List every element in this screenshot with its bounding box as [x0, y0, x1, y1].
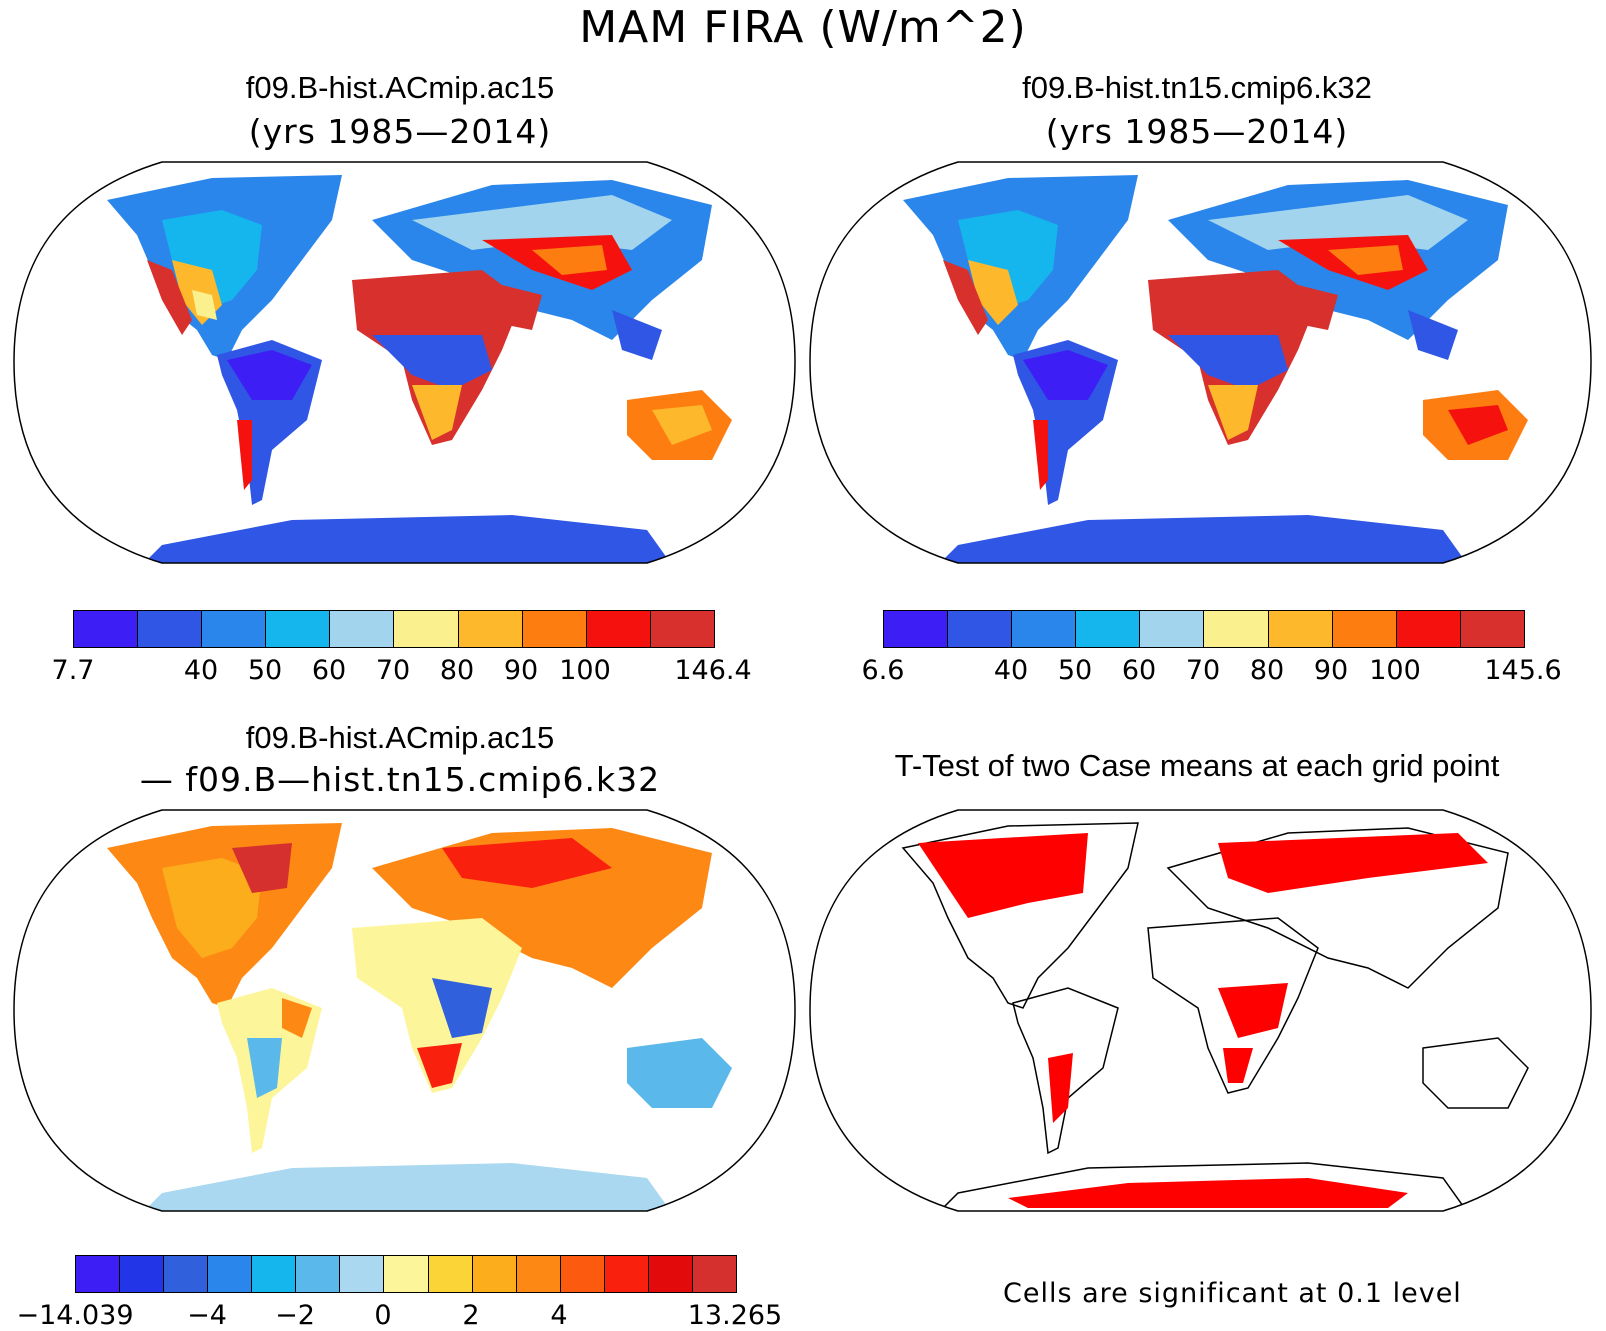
panel-2-subtitle: (yrs 1985—2014) — [1045, 112, 1349, 151]
figure-title: MAM FIRA (W/m^2) — [579, 2, 1027, 53]
panel-4-title: T-Test of two Case means at each grid po… — [894, 748, 1500, 783]
colorbar-tick-label: 90 — [503, 655, 539, 686]
colorbar-case2 — [883, 610, 1525, 648]
colorbar-tick-label: 100 — [1369, 655, 1421, 686]
colorbar-box — [164, 1256, 209, 1292]
colorbar-tick-label: 40 — [183, 655, 219, 686]
colorbar-box — [516, 1256, 561, 1292]
colorbar-box — [330, 611, 395, 647]
colorbar-box — [74, 611, 139, 647]
colorbar-tick-label: 60 — [311, 655, 347, 686]
colorbar-box — [1012, 611, 1077, 647]
colorbar-tick-label: 50 — [1057, 655, 1093, 686]
colorbar-tick-label: −14.039 — [16, 1300, 134, 1331]
colorbar-box — [1204, 611, 1269, 647]
map-case1 — [13, 161, 796, 564]
colorbar-difference — [75, 1255, 737, 1293]
map-difference — [13, 809, 796, 1212]
colorbar-box — [586, 611, 651, 647]
colorbar-box — [1268, 611, 1333, 647]
colorbar-box — [394, 611, 459, 647]
colorbar-box — [458, 611, 523, 647]
colorbar-box — [1396, 611, 1461, 647]
colorbar-tick-label: 146.4 — [674, 655, 752, 686]
colorbar-box — [1332, 611, 1397, 647]
colorbar-box — [692, 1256, 736, 1292]
colorbar-tick-label: −2 — [275, 1300, 315, 1331]
colorbar-tick-label: 70 — [1185, 655, 1221, 686]
colorbar-box — [884, 611, 949, 647]
colorbar-tick-label: 4 — [550, 1300, 568, 1331]
colorbar-box — [296, 1256, 341, 1292]
panel-3-title: f09.B-hist.ACmip.ac15 — [245, 720, 555, 755]
significance-note: Cells are significant at 0.1 level — [1003, 1278, 1462, 1309]
colorbar-box — [120, 1256, 165, 1292]
panel-3-subtitle: — f09.B—hist.tn15.cmip6.k32 — [139, 760, 661, 799]
colorbar-box — [76, 1256, 121, 1292]
colorbar-case1 — [73, 610, 715, 648]
colorbar-tick-label: −4 — [187, 1300, 227, 1331]
colorbar-tick-label: 2 — [462, 1300, 480, 1331]
colorbar-box — [428, 1256, 473, 1292]
colorbar-box — [522, 611, 587, 647]
colorbar-tick-label: 0 — [374, 1300, 392, 1331]
colorbar-box — [650, 611, 714, 647]
map-case2 — [809, 161, 1592, 564]
colorbar-box — [604, 1256, 649, 1292]
colorbar-tick-label: 80 — [1249, 655, 1285, 686]
panel-2-title: f09.B-hist.tn15.cmip6.k32 — [1022, 70, 1372, 105]
colorbar-tick-label: 60 — [1121, 655, 1157, 686]
colorbar-tick-label: 7.7 — [51, 655, 95, 686]
colorbar-tick-label: 80 — [439, 655, 475, 686]
colorbar-tick-label: 90 — [1313, 655, 1349, 686]
colorbar-tick-label: 70 — [375, 655, 411, 686]
colorbar-tick-label: 145.6 — [1484, 655, 1562, 686]
colorbar-box — [252, 1256, 297, 1292]
colorbar-tick-label: 40 — [993, 655, 1029, 686]
colorbar-tick-label: 6.6 — [861, 655, 905, 686]
colorbar-box — [1140, 611, 1205, 647]
panel-1-subtitle: (yrs 1985—2014) — [248, 112, 552, 151]
colorbar-box — [560, 1256, 605, 1292]
colorbar-box — [202, 611, 267, 647]
colorbar-box — [340, 1256, 385, 1292]
panel-1-title: f09.B-hist.ACmip.ac15 — [245, 70, 555, 105]
colorbar-box — [948, 611, 1013, 647]
colorbar-box — [1076, 611, 1141, 647]
colorbar-box — [208, 1256, 253, 1292]
colorbar-box — [138, 611, 203, 647]
map-ttest — [809, 809, 1592, 1212]
colorbar-tick-label: 50 — [247, 655, 283, 686]
colorbar-box — [266, 611, 331, 647]
colorbar-tick-label: 13.265 — [687, 1300, 783, 1331]
colorbar-box — [1460, 611, 1524, 647]
colorbar-box — [472, 1256, 517, 1292]
colorbar-box — [384, 1256, 429, 1292]
colorbar-tick-label: 100 — [559, 655, 611, 686]
colorbar-box — [648, 1256, 693, 1292]
